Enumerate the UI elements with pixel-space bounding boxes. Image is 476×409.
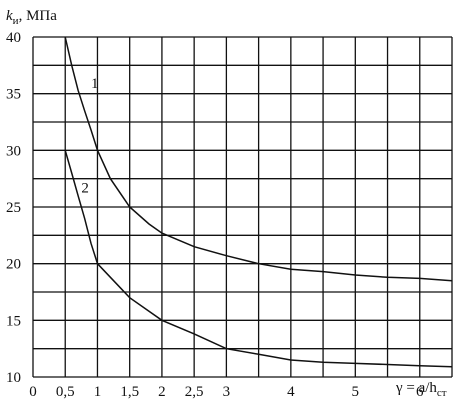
x-tick-label: 2 [158, 384, 166, 400]
x-axis-label-main: γ = a/h [395, 380, 437, 396]
y-axis-label-unit: , МПа [19, 8, 58, 24]
series-line-2 [64, 150, 453, 368]
y-axis-label-subscript: и [13, 15, 19, 27]
series-line-1 [64, 36, 453, 282]
x-tick-label: 1 [94, 384, 102, 400]
x-tick-label: 5 [352, 384, 360, 400]
y-axis-label: kи, МПа [6, 8, 57, 27]
y-tick-label: 20 [6, 257, 21, 273]
y-tick-label: 15 [6, 313, 21, 329]
y-tick-label: 30 [6, 143, 21, 159]
grid [32, 36, 453, 378]
y-tick-label: 10 [6, 370, 21, 386]
x-tick-label: 4 [287, 384, 295, 400]
curves: 12 [64, 36, 453, 368]
x-axis-label: γ = a/hст [395, 380, 447, 399]
x-tick-label: 6 [416, 384, 424, 400]
x-tick-label: 2,5 [185, 384, 204, 400]
series-label-2: 2 [81, 180, 89, 196]
y-tick-label: 35 [6, 87, 21, 103]
series-label-1: 1 [91, 76, 99, 92]
x-tick-label: 0,5 [56, 384, 75, 400]
x-tick-label: 0 [29, 384, 37, 400]
tick-labels: 10 15 20 25 30 35 40 0 0,5 1 1,5 2 2,5 3 4 5 6 [6, 30, 424, 400]
x-tick-label: 1,5 [120, 384, 139, 400]
y-tick-label: 25 [6, 200, 21, 216]
y-tick-label: 40 [6, 30, 21, 46]
x-axis-label-subscript: ст [437, 387, 447, 399]
x-tick-label: 3 [223, 384, 231, 400]
y-axis-label-main: k [6, 8, 13, 24]
